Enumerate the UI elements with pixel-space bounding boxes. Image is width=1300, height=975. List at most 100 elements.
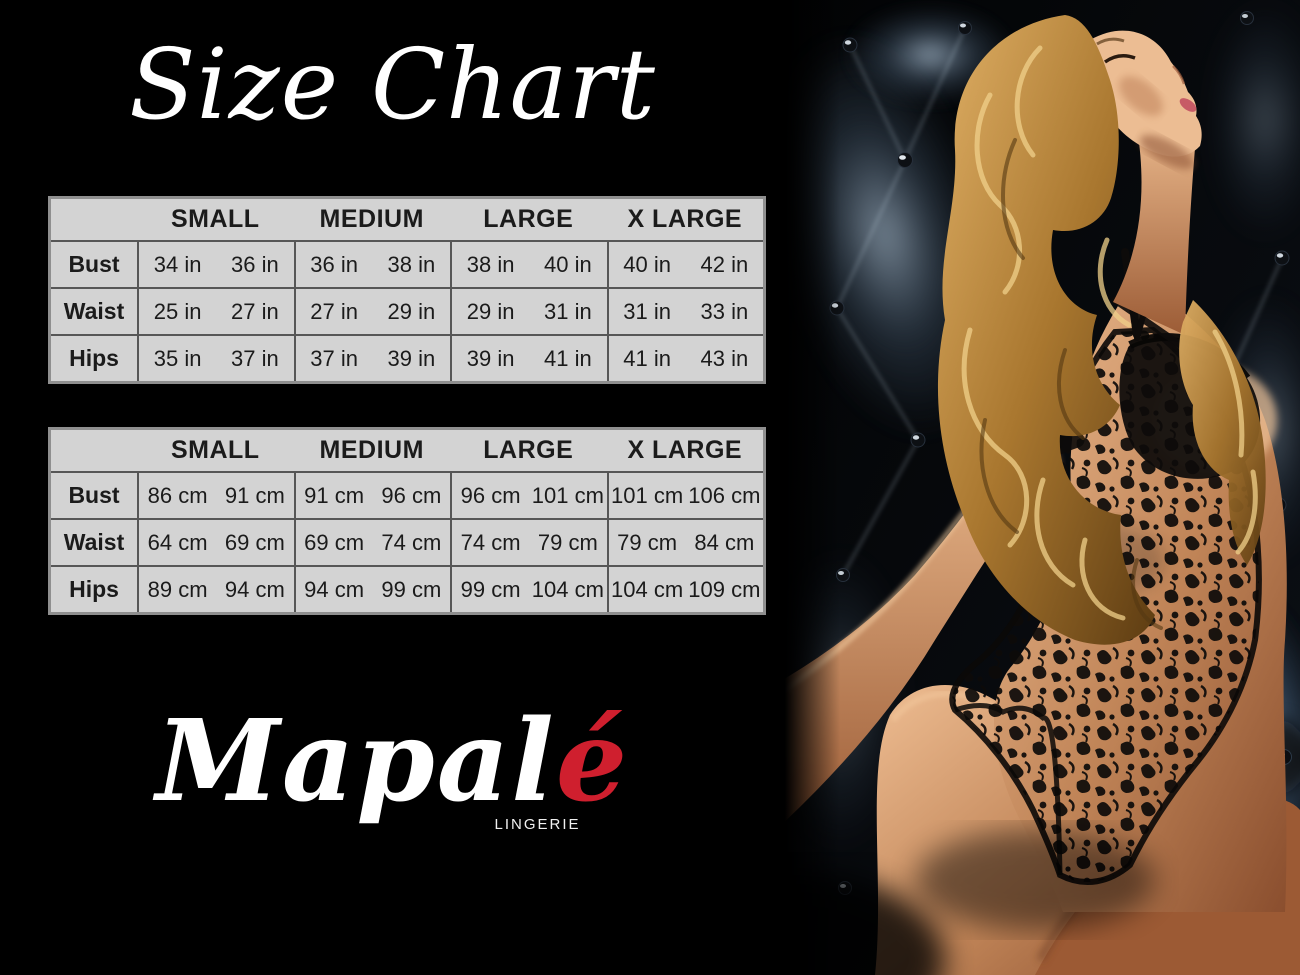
size-cell: 86 cm 91 cm (137, 473, 294, 518)
measurement-value: 41 in (623, 345, 671, 371)
measurement-value: 89 cm (147, 576, 208, 602)
size-cell: 96 cm 101 cm (450, 473, 607, 518)
size-cell: 37 in 39 in (293, 336, 451, 381)
page-title: Size Chart (129, 28, 656, 141)
measurement-value: 74 cm (381, 529, 442, 555)
measurement-value: 33 in (700, 298, 749, 324)
measurement-value: 106 cm (688, 482, 761, 508)
size-cell: 104 cm 109 cm (606, 567, 764, 612)
measurement-value: 29 in (466, 298, 515, 324)
measurement-value: 99 cm (381, 576, 442, 602)
size-cell: 36 in 38 in (293, 242, 451, 287)
measurement-value: 27 in (231, 298, 279, 324)
table-row: Waist 64 cm 69 cm 69 cm 74 cm 74 cm 79 cm 79 cm… (51, 518, 763, 565)
measurement-value: 39 in (387, 345, 436, 371)
size-cell: 91 cm 96 cm (293, 473, 451, 518)
size-cell: 38 in 40 in (450, 242, 607, 287)
row-label: Hips (69, 345, 119, 371)
size-cell: 40 in 42 in (606, 242, 764, 287)
size-cell: 31 in 33 in (606, 289, 764, 334)
column-header: LARGE (483, 436, 574, 464)
size-table-inches: SMALL MEDIUM LARGE X LARGE Bust 34 in 36 in 36 … (48, 196, 766, 384)
measurement-value: 79 cm (537, 529, 598, 555)
size-cell: 101 cm 106 cm (606, 473, 764, 518)
measurement-value: 79 cm (617, 529, 678, 555)
column-header: MEDIUM (319, 205, 424, 233)
measurement-value: 34 in (153, 251, 202, 277)
brand-name-white: Mapal (155, 696, 556, 827)
column-header: X LARGE (627, 436, 743, 464)
size-cell: 99 cm 104 cm (450, 567, 607, 612)
model-figure (785, 15, 1300, 975)
measurement-value: 40 in (544, 251, 592, 277)
table-row: Waist 25 in 27 in 27 in 29 in 29 in 31 in 31 in… (51, 287, 763, 334)
size-cell: 35 in 37 in (137, 336, 294, 381)
measurement-value: 38 in (466, 251, 515, 277)
brand-name: Mapalé (0, 692, 785, 832)
brand-subtitle: LINGERIE (494, 816, 581, 833)
column-header: SMALL (170, 205, 260, 233)
brand-logo: Mapalé LINGERIE (0, 692, 785, 833)
table-row: Hips 35 in 37 in 37 in 39 in 39 in 41 in 41 in 4… (51, 334, 763, 381)
size-cell: 39 in 41 in (450, 336, 607, 381)
measurement-value: 43 in (700, 345, 749, 371)
brand-name-accent: é (555, 696, 630, 827)
size-cell: 25 in 27 in (137, 289, 294, 334)
measurement-value: 69 cm (224, 529, 285, 555)
measurement-value: 101 cm (531, 482, 604, 508)
row-label: Hips (69, 576, 119, 602)
measurement-value: 27 in (310, 298, 358, 324)
measurement-value: 91 cm (304, 482, 365, 508)
measurement-value: 37 in (310, 345, 358, 371)
size-cell: 29 in 31 in (450, 289, 607, 334)
measurement-value: 84 cm (694, 529, 755, 555)
measurement-value: 86 cm (147, 482, 208, 508)
measurement-value: 91 cm (224, 482, 285, 508)
model-hair (937, 15, 1266, 645)
corner-cell (51, 430, 137, 471)
measurement-value: 94 cm (304, 576, 365, 602)
table-header-row: SMALL MEDIUM LARGE X LARGE (51, 199, 763, 240)
row-label: Bust (68, 482, 120, 508)
measurement-value: 96 cm (381, 482, 442, 508)
size-cell: 41 in 43 in (606, 336, 764, 381)
measurement-value: 64 cm (147, 529, 208, 555)
row-label: Waist (63, 298, 125, 324)
measurement-value: 42 in (700, 251, 749, 277)
measurement-value: 39 in (466, 345, 515, 371)
size-cell: 74 cm 79 cm (450, 520, 607, 565)
measurement-value: 31 in (623, 298, 671, 324)
table-row: Hips 89 cm 94 cm 94 cm 99 cm 99 cm 104 cm 104 c… (51, 565, 763, 612)
measurement-value: 104 cm (531, 576, 604, 602)
size-cell: 64 cm 69 cm (137, 520, 294, 565)
size-cell: 69 cm 74 cm (293, 520, 451, 565)
size-cell: 89 cm 94 cm (137, 567, 294, 612)
measurement-value: 40 in (623, 251, 671, 277)
table-header-row: SMALL MEDIUM LARGE X LARGE (51, 430, 763, 471)
measurement-value: 37 in (231, 345, 279, 371)
measurement-value: 99 cm (460, 576, 521, 602)
measurement-value: 41 in (544, 345, 592, 371)
table-row: Bust 86 cm 91 cm 91 cm 96 cm 96 cm 101 cm 101 c… (51, 471, 763, 518)
corner-cell (51, 199, 137, 240)
measurement-value: 29 in (387, 298, 436, 324)
measurement-value: 101 cm (611, 482, 684, 508)
column-header: SMALL (170, 436, 260, 464)
measurement-value: 74 cm (460, 529, 521, 555)
measurement-value: 94 cm (224, 576, 285, 602)
table-row: Bust 34 in 36 in 36 in 38 in 38 in 40 in 40 in 4… (51, 240, 763, 287)
size-cell: 79 cm 84 cm (606, 520, 764, 565)
measurement-value: 31 in (544, 298, 592, 324)
measurement-value: 69 cm (304, 529, 365, 555)
measurement-value: 36 in (231, 251, 279, 277)
column-header: X LARGE (627, 205, 743, 233)
measurement-value: 96 cm (460, 482, 521, 508)
row-label: Bust (68, 251, 120, 277)
measurement-value: 25 in (153, 298, 202, 324)
measurement-value: 104 cm (611, 576, 684, 602)
measurement-value: 35 in (153, 345, 202, 371)
size-cell: 34 in 36 in (137, 242, 294, 287)
size-cell: 94 cm 99 cm (293, 567, 451, 612)
row-label: Waist (63, 529, 125, 555)
